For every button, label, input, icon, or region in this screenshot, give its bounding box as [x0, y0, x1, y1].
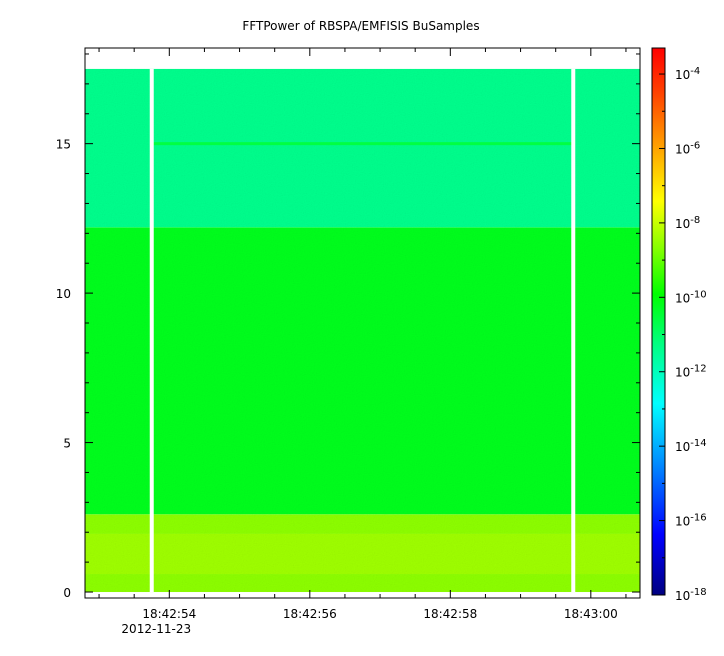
plot-area: [85, 68, 640, 593]
colorbar-tick-label: 10-16: [675, 513, 707, 529]
axes: 0 5 10 15 18:42:54 18:42:56 18:42:58 18:43:00: [56, 48, 640, 621]
y-tick-label: 0: [63, 586, 71, 600]
colorbar-tick-label: 10-18: [675, 587, 707, 603]
colorbar-tick-label: 10-8: [675, 215, 700, 231]
colorbar-tick-label: 10-4: [675, 66, 700, 82]
colorbar-tick-label: 10-10: [675, 289, 707, 305]
spectral-line: [151, 142, 574, 146]
x-tick-label: 18:43:00: [564, 607, 618, 621]
colorbar-tick-label: 10-14: [675, 438, 707, 454]
x-tick-label: 18:42:56: [283, 607, 337, 621]
x-tick-label: 18:42:58: [423, 607, 477, 621]
colorbar-axis: 10-18 10-16 10-14 10-12 10-10 10-8 10-6 10-4: [659, 66, 707, 603]
data-gap-1: [149, 68, 154, 593]
spectrogram-band-3: [85, 68, 640, 228]
y-tick-label: 5: [63, 437, 71, 451]
colorbar-tick-label: 10-6: [675, 140, 700, 156]
y-tick-label: 10: [56, 287, 71, 301]
colorbar: [651, 47, 666, 596]
chart-title: FFTPower of RBSPA/EMFISIS BuSamples: [242, 19, 479, 33]
x-date-label: 2012-11-23: [121, 622, 191, 636]
spectrogram-image: [85, 68, 640, 593]
y-tick-label: 15: [56, 138, 71, 152]
data-gap-2: [571, 68, 576, 593]
colorbar-tick-label: 10-12: [675, 364, 707, 380]
x-tick-label: 18:42:54: [142, 607, 196, 621]
spectrogram-band-2: [85, 227, 640, 515]
spectrogram-band-core: [85, 533, 640, 575]
